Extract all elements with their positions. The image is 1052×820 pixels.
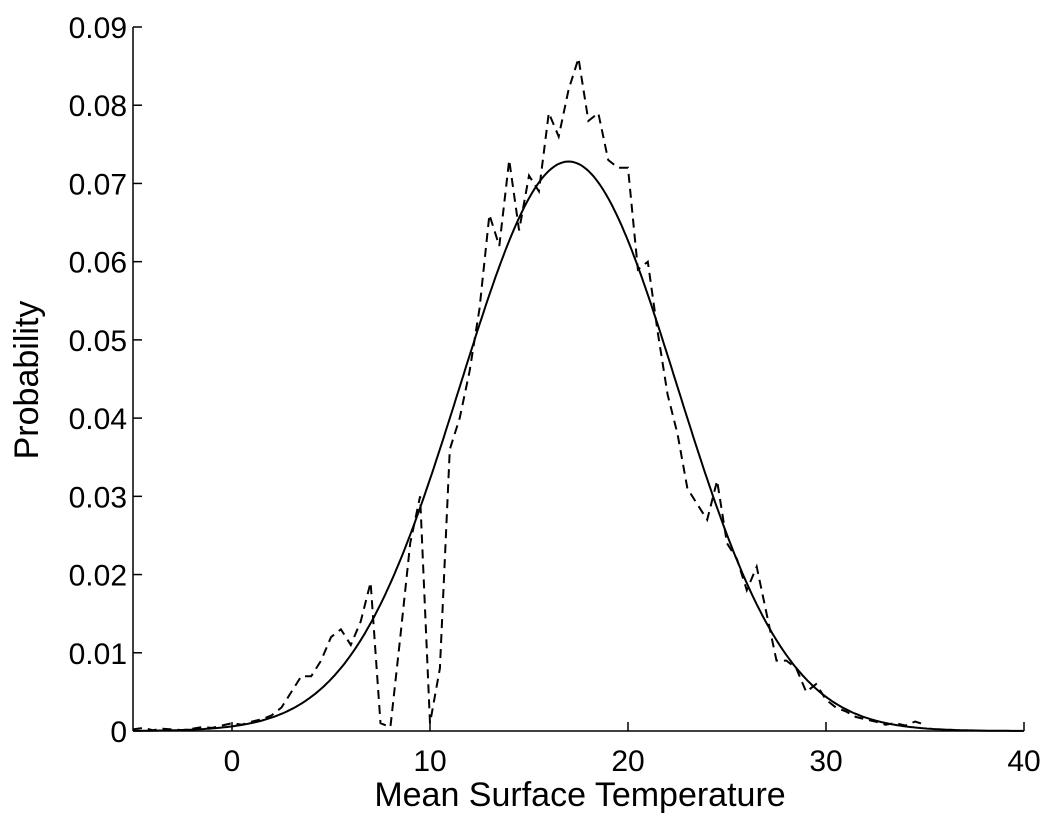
y-tick-label: 0.01 [69,638,127,671]
ticks: 0 0.01 0.02 0.03 0.04 0.05 0.06 0.07 0.08 0.09 0 10… [69,12,1041,778]
empirical-distribution-line [132,57,926,732]
axes [132,27,1024,732]
x-axis-title: Mean Surface Temperature [374,776,785,814]
y-tick-label: 0.06 [69,247,127,280]
x-tick-label: 0 [224,745,241,778]
y-tick-label: 0.09 [69,12,127,45]
y-tick-label: 0.05 [69,325,127,358]
x-tick-label: 40 [1007,745,1040,778]
y-tick-label: 0.02 [69,560,127,593]
fitted-normal-curve [133,160,1024,732]
y-tick-label: 0.03 [69,481,127,514]
y-tick-label: 0.04 [69,403,127,436]
x-tick-label: 10 [413,745,446,778]
y-axis-title: Probability [8,301,46,460]
y-tick-label: 0.08 [69,90,127,123]
y-tick-label: 0.07 [69,168,127,201]
plot-area [132,57,1024,732]
x-tick-label: 20 [611,745,644,778]
y-tick-label: 0 [110,716,127,749]
x-tick-label: 30 [809,745,842,778]
